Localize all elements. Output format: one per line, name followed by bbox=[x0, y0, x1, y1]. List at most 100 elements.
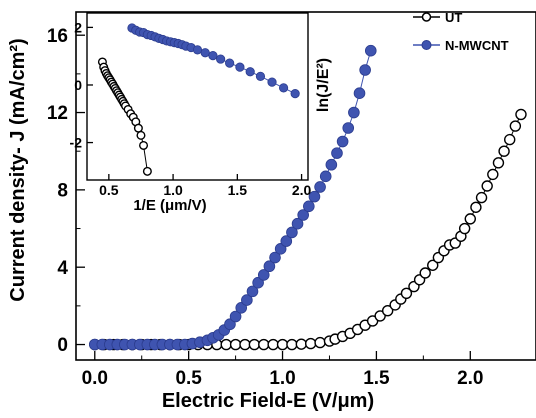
inset-x-axis-label: 1/E (μm/V) bbox=[133, 197, 206, 214]
main-point-ut bbox=[381, 305, 394, 317]
main-point-ut bbox=[487, 168, 499, 181]
main-point-ut bbox=[276, 338, 289, 351]
legend-ut-marker bbox=[421, 12, 432, 22]
inset-point-ut bbox=[142, 166, 152, 176]
main-point-ut bbox=[515, 108, 527, 121]
inset-point-nmwcnt bbox=[278, 83, 289, 93]
main-point-ut bbox=[239, 338, 251, 351]
main-y-tick-label: 4 bbox=[57, 258, 68, 279]
main-point-ut bbox=[286, 338, 298, 351]
main-point-ut bbox=[470, 201, 482, 213]
main-y-tick-label: 0 bbox=[57, 335, 68, 356]
main-y-tick-label: 16 bbox=[47, 26, 68, 47]
main-point-nmwcnt bbox=[331, 147, 343, 159]
inset-y-tick-label: 0 bbox=[74, 77, 82, 93]
inset-marks bbox=[97, 23, 300, 176]
main-point-nmwcnt bbox=[319, 170, 332, 183]
legend-ut-label: UT bbox=[445, 10, 462, 25]
main-point-ut bbox=[509, 120, 522, 132]
main-point-nmwcnt bbox=[274, 243, 287, 255]
main-point-nmwcnt bbox=[314, 181, 326, 193]
inset-point-ut bbox=[136, 130, 146, 140]
main-x-tick-label: 0.5 bbox=[175, 368, 202, 389]
main-point-nmwcnt bbox=[286, 226, 298, 239]
inset-point-nmwcnt bbox=[267, 77, 277, 87]
main-point-nmwcnt bbox=[229, 310, 242, 323]
main-point-ut bbox=[400, 287, 413, 299]
main-point-ut bbox=[374, 310, 386, 322]
inset-y-tick-label: -2 bbox=[70, 134, 83, 150]
main-point-ut bbox=[464, 213, 476, 225]
main-point-nmwcnt bbox=[297, 209, 309, 221]
main-point-ut bbox=[427, 259, 439, 271]
main-point-nmwcnt bbox=[235, 301, 248, 314]
main-point-nmwcnt bbox=[269, 251, 281, 264]
main-point-ut bbox=[267, 338, 279, 351]
main-point-ut bbox=[295, 338, 308, 350]
inset-x-tick-label: 1.5 bbox=[228, 182, 248, 198]
main-point-nmwcnt bbox=[303, 200, 315, 213]
main-y-tick-label: 8 bbox=[57, 181, 68, 202]
inset-y-tick-label: 2 bbox=[74, 19, 82, 35]
main-x-tick-label: 2.0 bbox=[457, 368, 483, 389]
main-point-nmwcnt bbox=[359, 64, 371, 76]
inset-point-nmwcnt bbox=[235, 62, 245, 72]
main-x-tick-label: 1.5 bbox=[363, 368, 390, 389]
inset-point-nmwcnt bbox=[225, 58, 235, 68]
main-point-ut bbox=[220, 338, 232, 351]
main-point-nmwcnt bbox=[348, 106, 360, 119]
main-point-nmwcnt bbox=[291, 217, 304, 230]
inset-x-tick-label: 1.0 bbox=[163, 182, 183, 198]
inset-point-nmwcnt bbox=[216, 54, 226, 64]
main-point-ut bbox=[419, 267, 431, 279]
main-point-ut bbox=[498, 145, 510, 157]
main-point-ut bbox=[458, 222, 471, 235]
main-point-ut bbox=[475, 191, 488, 204]
main-point-ut bbox=[248, 338, 261, 351]
main-point-nmwcnt bbox=[280, 235, 293, 247]
main-point-nmwcnt bbox=[252, 276, 264, 289]
main-point-nmwcnt bbox=[342, 122, 355, 134]
main-point-ut bbox=[229, 338, 242, 351]
main-axes: 0.0 0.5 1.0 1.5 2.0 0 4 8 12 16 bbox=[47, 26, 484, 389]
main-point-ut bbox=[492, 157, 505, 169]
main-x-axis-label: Electric Field-E (V/μm) bbox=[162, 390, 374, 412]
main-point-nmwcnt bbox=[263, 260, 276, 273]
main-x-tick-label: 0.0 bbox=[82, 368, 108, 389]
main-point-ut bbox=[504, 133, 516, 146]
legend: UT N-MWCNT bbox=[413, 10, 509, 53]
inset-point-nmwcnt bbox=[245, 67, 255, 77]
main-point-ut bbox=[481, 180, 493, 192]
main-y-axis-label: Current density- J (mA/cm²) bbox=[7, 38, 29, 301]
main-point-nmwcnt bbox=[325, 158, 338, 171]
main-point-nmwcnt bbox=[353, 87, 366, 99]
inset-point-nmwcnt bbox=[208, 51, 218, 61]
main-point-nmwcnt bbox=[246, 285, 259, 298]
main-point-ut bbox=[304, 337, 317, 350]
main-marks bbox=[88, 44, 527, 351]
inset-point-nmwcnt bbox=[200, 48, 210, 58]
inset-point-nmwcnt bbox=[255, 71, 266, 81]
inset-x-tick-label: 0.5 bbox=[99, 182, 119, 198]
main-point-nmwcnt bbox=[224, 318, 236, 331]
inset-point-nmwcnt bbox=[290, 89, 300, 99]
main-point-nmwcnt bbox=[364, 44, 377, 57]
inset-axes: 0.5 1.0 1.5 2.0 2 0 -2 bbox=[70, 19, 312, 198]
main-x-tick-label: 1.0 bbox=[269, 368, 295, 389]
legend-nmwcnt-marker bbox=[421, 40, 432, 50]
legend-nmwcnt-label: N-MWCNT bbox=[445, 38, 509, 53]
main-point-nmwcnt bbox=[257, 269, 270, 281]
inset-point-ut bbox=[133, 123, 143, 133]
main-point-nmwcnt bbox=[308, 190, 321, 203]
inset-y-axis-label: ln(J/E²) bbox=[315, 58, 332, 112]
main-y-tick-label: 12 bbox=[47, 103, 68, 124]
inset-x-tick-label: 2.0 bbox=[292, 182, 312, 198]
main-point-nmwcnt bbox=[336, 135, 349, 148]
main-point-nmwcnt bbox=[241, 294, 253, 306]
main-point-ut bbox=[314, 336, 326, 349]
main-plot-frame bbox=[75, 11, 536, 361]
main-point-ut bbox=[258, 338, 270, 351]
inset-point-ut bbox=[139, 140, 149, 150]
